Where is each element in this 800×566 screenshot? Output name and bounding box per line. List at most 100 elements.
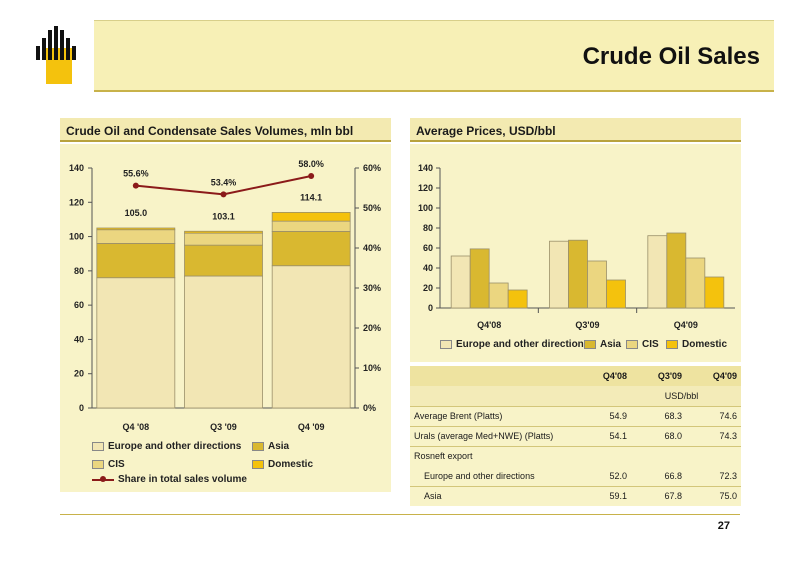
right-panel-title: Average Prices, USD/bbl [410,118,741,142]
footer-divider [60,514,740,515]
price-legend-label-asia: Asia [600,339,622,350]
bar-segment [271,212,351,222]
price-bar [549,240,569,309]
share-label: 53.4% [211,177,237,187]
bar-segment [184,230,263,234]
price-table-header: Q4'08 Q3'09 Q4'09 [410,366,741,386]
bar-segment [271,220,351,232]
table-row: Asia 59.1 67.8 75.0 [410,485,741,506]
bar-segment [96,227,176,231]
y2-tick-label: 30% [363,283,381,293]
cell [686,445,741,466]
legend-item-europe: Europe and other directions [92,441,241,452]
y-tick-label: 80 [74,266,84,276]
bar-total-label: 103.1 [212,211,235,221]
cell: 68.0 [631,425,686,446]
table-row: Rosneft export [410,445,741,466]
cell: 74.3 [686,425,741,446]
legend-label-europe: Europe and other directions [108,441,242,452]
x-tick-label: Q3'09 [575,320,599,330]
bar-total-label: 105.0 [125,208,148,218]
price-legend-swatch-domestic [666,340,678,349]
cell: 52.0 [609,470,627,481]
share-point [132,182,139,189]
sales-volume-chart: 0 20 40 60 80 100 120 140 0% 10% 20% 30% 40% 50% 60% 10… [69,159,381,432]
legend-label-asia: Asia [268,441,290,452]
legend-item-cis: CIS [92,459,125,470]
price-col-header: Q4'09 [712,371,737,381]
bar-segment [96,243,176,279]
row-label: Europe and other directions [424,470,535,481]
bar-segment [184,244,263,277]
bar-segment [96,229,176,244]
y-tick-label: 0 [79,403,84,413]
cell: 66.8 [664,470,682,481]
y-tick-label: 0 [428,303,433,313]
table-row: Average Brent (Platts) 54.9 68.3 74.6 [410,405,741,426]
price-bar [587,260,607,309]
cell: 67.8 [631,485,686,506]
legend-swatch-cis [92,460,104,469]
legend-item-asia: Asia [252,441,289,452]
page-title: Crude Oil Sales [582,43,760,70]
y-tick-label: 20 [74,369,84,379]
y2-tick-label: 0% [363,403,376,413]
cell: 74.6 [686,405,741,426]
x-tick-label: Q4 '09 [298,422,325,432]
y-tick-label: 120 [418,183,433,193]
legend-swatch-share [92,475,114,484]
price-unit: USD/bbl [664,390,699,401]
y2-tick-label: 10% [363,363,381,373]
share-label: 55.6% [123,169,149,179]
price-table: Q4'08 Q3'09 Q4'09 USD/bbl Average Brent … [410,366,741,506]
legend-label-share: Share in total sales volume [118,474,247,485]
y-tick-label: 100 [69,232,84,242]
cell: 59.1 [576,485,631,506]
legend-swatch-domestic [252,460,264,469]
price-bar [469,248,490,309]
price-legend-item-cis: CIS [626,339,659,350]
left-panel-title: Crude Oil and Condensate Sales Volumes, … [60,118,391,142]
x-tick-label: Q4 '08 [122,422,149,432]
price-legend-swatch-asia [584,340,596,349]
bar-segment [184,275,263,409]
price-bar [704,276,725,309]
table-row: Europe and other directions 52.0 66.8 72… [410,466,741,486]
x-tick-label: Q3 '09 [210,422,237,432]
bar-total-label: 114.1 [300,192,322,202]
cell: 72.3 [719,470,737,481]
cell [576,445,631,466]
price-bar [450,255,471,309]
share-point [308,173,315,179]
x-tick-label: Q4'08 [477,320,501,330]
y2-tick-label: 40% [363,243,381,253]
price-legend-item-europe: Europe and other directions [440,339,589,350]
logo [22,20,94,90]
row-label: Urals (average Med+NWE) (Platts) [410,425,576,446]
legend-item-share: Share in total sales volume [92,474,247,485]
cell: 68.3 [631,405,686,426]
average-prices-chart: 0 20 40 60 80 100 120 140 Q4'08 Q3'09 Q4'09 [418,163,735,330]
rosneft-logo-icon [36,26,76,84]
price-bar [666,232,687,309]
y2-tick-label: 50% [363,203,381,213]
price-legend-label-cis: CIS [642,339,659,350]
price-legend-swatch-cis [626,340,638,349]
y-tick-label: 140 [418,163,433,173]
table-row: Urals (average Med+NWE) (Platts) 54.1 68… [410,425,741,446]
share-label: 58.0% [298,159,324,169]
legend-swatch-asia [252,442,264,451]
y2-tick-label: 60% [363,163,381,173]
price-col-header: Q4'08 [602,371,627,381]
share-point [220,191,227,198]
price-bar [488,282,509,309]
price-bar [568,239,588,309]
cell: 54.9 [576,405,631,426]
y-tick-label: 60 [423,243,433,253]
price-bar [606,279,626,309]
header-divider [94,90,774,92]
price-table-unit-row: USD/bbl [410,386,741,406]
bar-segment [271,231,351,267]
price-legend-label-europe: Europe and other directions [456,339,590,350]
y-tick-label: 20 [423,283,433,293]
